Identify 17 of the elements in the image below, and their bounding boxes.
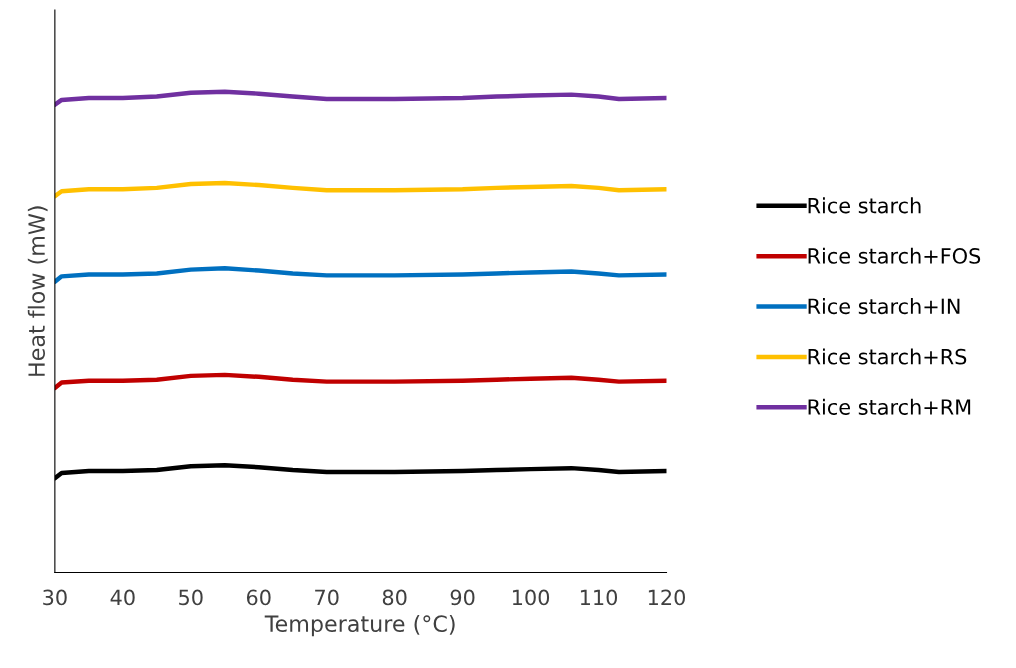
x-axis-title: Temperature (°C) [264, 614, 455, 637]
x-tick-label: 40 [110, 589, 135, 606]
legend-label: Rice starch+RM [808, 398, 971, 415]
x-tick-label: 100 [512, 589, 550, 606]
legend-label: Rice starch+IN [808, 298, 960, 315]
x-tick-label: 60 [246, 589, 271, 606]
x-tick-label: 50 [179, 589, 203, 606]
x-tick-label: 70 [315, 589, 339, 606]
y-axis-title: Heat flow (mW) [27, 206, 48, 376]
legend-label: Rice starch [808, 197, 921, 214]
x-tick-label: 110 [580, 589, 618, 606]
x-tick-label: 80 [382, 589, 407, 606]
x-tick-label: 90 [450, 589, 475, 606]
x-tick-label: 120 [648, 589, 685, 606]
legend-label: Rice starch+FOS [808, 247, 981, 264]
legend-label: Rice starch+RS [808, 348, 967, 365]
x-tick-label: 30 [43, 589, 67, 606]
